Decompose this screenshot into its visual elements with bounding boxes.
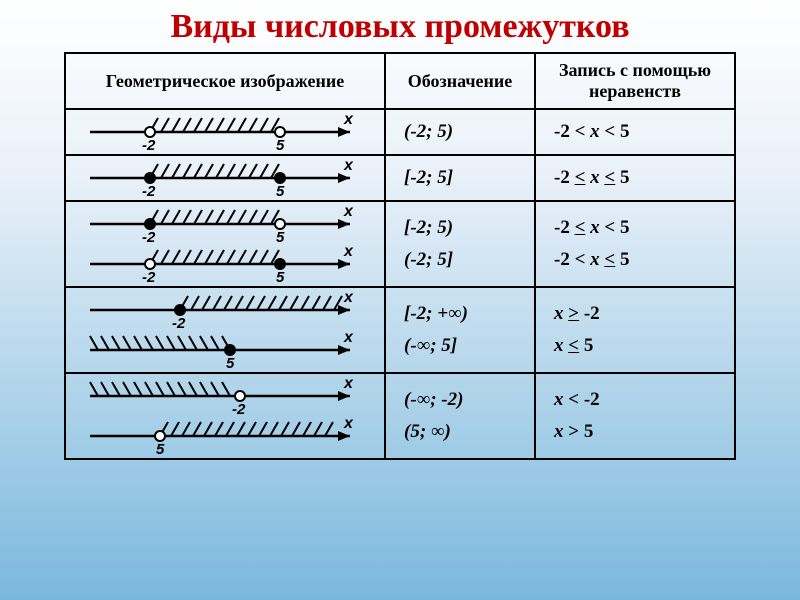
cell-notation: [-2; +∞)(-∞; 5]	[385, 287, 535, 373]
svg-text:-2: -2	[142, 269, 156, 284]
page-title: Виды числовых промежутков	[0, 0, 800, 52]
number-line-diagram: 5х	[70, 330, 370, 370]
number-line-diagram: -2 х	[70, 290, 370, 330]
svg-text:х: х	[343, 158, 354, 174]
cell-geometric: -2х5х	[65, 373, 385, 459]
cell-notation: (-2; 5)	[385, 109, 535, 155]
svg-text:х: х	[343, 244, 354, 260]
number-line-diagram: -2 5 х	[70, 158, 370, 198]
svg-text:х: х	[343, 330, 354, 346]
header-ineq: Запись с помощью неравенств	[535, 53, 735, 109]
table-row: -2 5 х [-2; 5]-2 < х < 5	[65, 155, 735, 201]
number-line-diagram: 5х	[70, 416, 370, 456]
cell-geometric: -2х5х	[65, 287, 385, 373]
number-line-diagram: -2 5 х	[70, 204, 370, 244]
svg-text:5: 5	[226, 355, 235, 370]
svg-text:х: х	[343, 290, 354, 306]
cell-geometric: -2 5 х	[65, 155, 385, 201]
svg-text:5: 5	[156, 441, 165, 456]
svg-text:-2: -2	[172, 315, 186, 330]
cell-geometric: -2 5 х -2 5 х	[65, 201, 385, 287]
cell-geometric: -2 5 х	[65, 109, 385, 155]
cell-inequality: х > -2х < 5	[535, 287, 735, 373]
header-notation: Обозначение	[385, 53, 535, 109]
cell-inequality: -2 < х < 5	[535, 155, 735, 201]
table-row: -2 5 х (-2; 5)-2 < х < 5	[65, 109, 735, 155]
svg-text:х: х	[343, 376, 354, 392]
cell-inequality: -2 < х < 5	[535, 109, 735, 155]
svg-text:-2: -2	[232, 401, 246, 416]
svg-text:х: х	[343, 416, 354, 432]
header-geo: Геометрическое изображение	[65, 53, 385, 109]
cell-notation: (-∞; -2)(5; ∞)	[385, 373, 535, 459]
cell-inequality: -2 < х < 5-2 < х < 5	[535, 201, 735, 287]
number-line-diagram: -2 5 х	[70, 244, 370, 284]
table-row: -2х5х[-2; +∞)(-∞; 5]х > -2х < 5	[65, 287, 735, 373]
svg-text:х: х	[343, 204, 354, 220]
svg-text:5: 5	[276, 183, 285, 198]
cell-notation: [-2; 5]	[385, 155, 535, 201]
svg-text:-2: -2	[142, 137, 156, 152]
cell-notation: [-2; 5)(-2; 5]	[385, 201, 535, 287]
svg-text:х: х	[343, 112, 354, 128]
table-header-row: Геометрическое изображение Обозначение З…	[65, 53, 735, 109]
svg-text:-2: -2	[142, 229, 156, 244]
cell-inequality: х < -2х > 5	[535, 373, 735, 459]
svg-text:5: 5	[276, 137, 285, 152]
number-line-diagram: -2 х	[70, 376, 370, 416]
intervals-table: Геометрическое изображение Обозначение З…	[64, 52, 736, 460]
number-line-diagram: -2 5 х	[70, 112, 370, 152]
svg-text:5: 5	[276, 229, 285, 244]
svg-text:-2: -2	[142, 183, 156, 198]
svg-text:5: 5	[276, 269, 285, 284]
table-row: -2 5 х -2 5 х [-2; 5)(-2; 5]-2 < х < 5-2 < х <…	[65, 201, 735, 287]
table-row: -2х5х(-∞; -2)(5; ∞)х < -2х > 5	[65, 373, 735, 459]
